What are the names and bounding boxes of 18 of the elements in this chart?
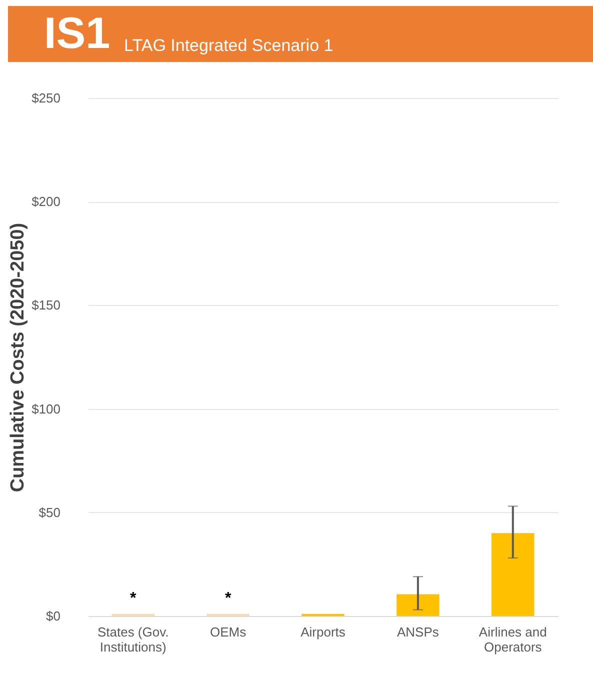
x-tick-label: Airports bbox=[300, 624, 346, 640]
bar bbox=[492, 533, 534, 616]
chart-title: IS1 bbox=[44, 9, 110, 58]
y-axis-title: Cumulative Costs (2020-2050) bbox=[8, 222, 29, 492]
y-tick-label: $100 bbox=[32, 401, 60, 416]
y-tick-label: $0 bbox=[46, 608, 60, 624]
chart-subtitle: LTAG Integrated Scenario 1 bbox=[124, 36, 334, 56]
x-tick-label: States (Gov. Institutions) bbox=[97, 624, 169, 654]
y-tick-label: $150 bbox=[32, 298, 60, 313]
annotation: * bbox=[130, 590, 137, 607]
x-tick-label: OEMs bbox=[210, 624, 247, 640]
y-tick-label: $200 bbox=[32, 194, 60, 210]
x-tick-label: Airlines and Operators bbox=[478, 624, 547, 654]
x-tick-label: ANSPs bbox=[396, 624, 440, 640]
y-tick-label: $250 bbox=[32, 90, 60, 106]
annotation: * bbox=[224, 590, 232, 607]
y-tick-label: $50 bbox=[38, 504, 60, 520]
bar bbox=[396, 594, 440, 616]
